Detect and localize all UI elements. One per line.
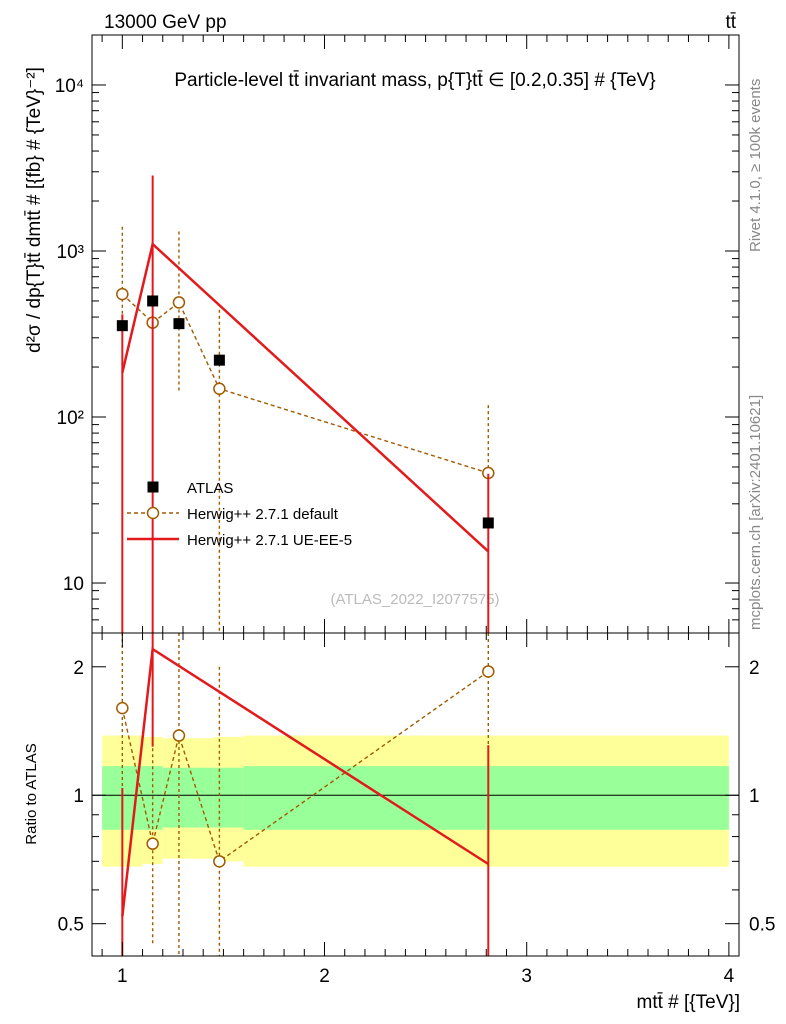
main-watermark: (ATLAS_2022_I2077575) [330, 591, 499, 608]
x-tick-label: 3 [521, 966, 532, 987]
ratio-y-tick-label: 0.5 [58, 915, 84, 936]
main-series [116, 175, 495, 633]
main-ylabel: d²σ / dp{T}tt̄ dmtt̄ # [{fb} # {TeV}⁻²] [24, 67, 45, 353]
ratio-y-tick-label-right: 0.5 [749, 915, 775, 936]
process-label: tt̄ [725, 12, 736, 33]
ratio-ylabel: Ratio to ATLAS [23, 743, 40, 844]
ratio-series [116, 633, 495, 956]
ratio-default-line [121, 670, 489, 863]
main-data-marker [213, 354, 225, 366]
main-default-marker [172, 296, 186, 309]
main-y-tick-label: 10² [57, 408, 84, 429]
ratio-y-tick-label: 2 [73, 658, 84, 679]
ratio-default-marker [116, 701, 129, 715]
ratio-panel: Ratio to ATLAS mtt̄ # [{TeV}] 0.5 0.5 1 1 2 2… [23, 632, 776, 1013]
ratio-default-marker [146, 837, 159, 850]
x-axis-label: mtt̄ # [{TeV}] [637, 992, 741, 1013]
ratio-default-marker [172, 729, 186, 742]
ratio-default-marker [482, 665, 495, 678]
main-data-marker [147, 295, 159, 307]
ratio-x-ticks: 1 2 3 4 [101, 633, 735, 987]
energy-label: 13000 GeV pp [104, 12, 227, 33]
ratio-default-marker [213, 855, 226, 868]
ratio-band-inner [243, 766, 729, 830]
mcplots-label: mcplots.cern.ch [arXiv:2401.10621] [747, 395, 764, 630]
main-data-marker [173, 318, 185, 330]
x-tick-label: 4 [724, 966, 735, 987]
x-tick-label: 2 [319, 966, 330, 987]
ratio-y-tick-label-right: 1 [749, 786, 760, 807]
main-y-ticks: 10 10² 10³ 10⁴ [55, 34, 739, 634]
legend-label-ueee5: Herwig++ 2.7.1 UE-EE-5 [187, 532, 352, 549]
ratio-panel-frame [91, 632, 740, 957]
legend-label-default: Herwig++ 2.7.1 default [187, 506, 339, 523]
main-y-tick-label: 10 [63, 574, 84, 595]
main-title: Particle-level tt̄ invariant mass, p{T}t… [174, 70, 655, 91]
ratio-y-tick-label-right: 2 [749, 658, 760, 679]
main-y-tick-label: 10³ [57, 242, 84, 263]
main-default-marker [213, 382, 226, 395]
main-data-marker [482, 517, 494, 529]
main-data-marker [116, 320, 128, 332]
legend-label-data: ATLAS [187, 480, 233, 497]
legend-data-marker [147, 481, 159, 493]
legend: ATLAS Herwig++ 2.7.1 default Herwig++ 2.7.… [127, 480, 352, 549]
ratio-uncertainty-bands [102, 735, 729, 867]
rivet-version-label: Rivet 4.1.0, ≥ 100k events [747, 79, 764, 252]
ratio-y-tick-label: 1 [73, 786, 84, 807]
main-panel: Particle-level tt̄ invariant mass, p{T}t… [24, 34, 740, 634]
x-tick-label: 1 [117, 966, 128, 987]
main-y-tick-label: 10⁴ [55, 76, 84, 97]
legend-default-marker [146, 506, 160, 520]
ratio-band-inner [213, 767, 244, 828]
ratio-y-ticks: 0.5 0.5 1 1 2 2 [58, 658, 776, 936]
main-default-marker [116, 287, 129, 301]
main-x-ticks [101, 35, 730, 633]
